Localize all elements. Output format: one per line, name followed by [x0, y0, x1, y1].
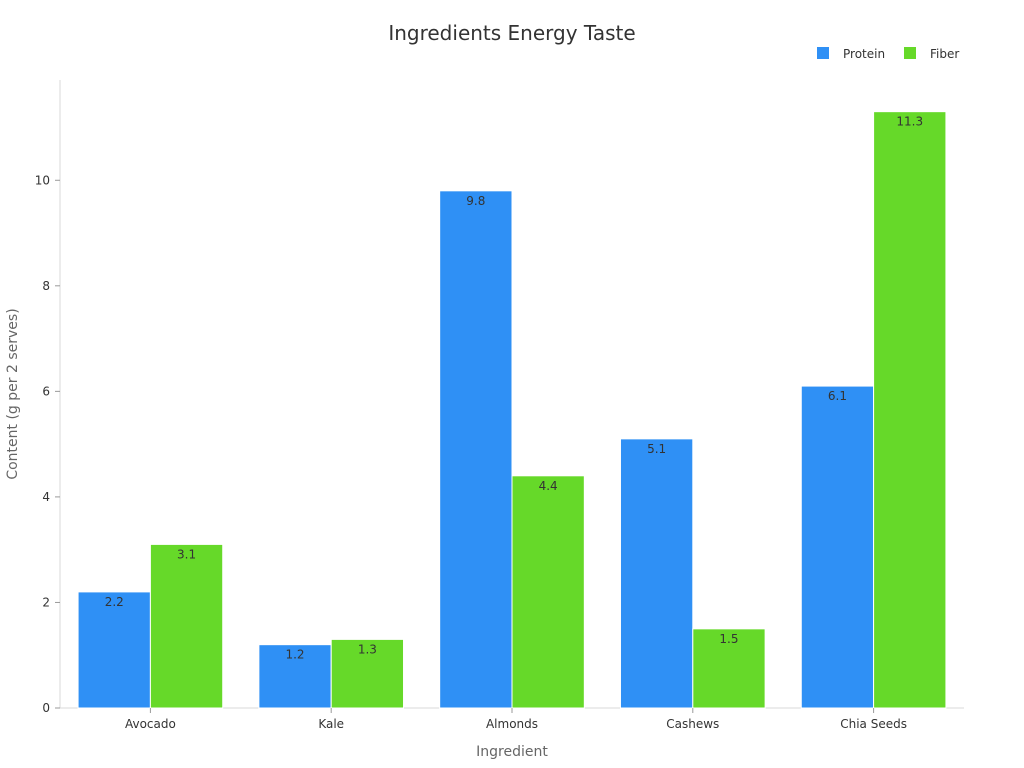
- x-tick-label: Almonds: [486, 717, 538, 731]
- bar-fiber: [149, 543, 224, 709]
- legend: Protein Fiber: [817, 47, 959, 61]
- legend-swatch-protein: [817, 47, 829, 59]
- data-label: 1.3: [358, 642, 377, 656]
- data-label: 6.1: [828, 389, 847, 403]
- data-label: 2.2: [105, 595, 124, 609]
- bar-fiber: [873, 111, 947, 709]
- y-tick-label: 6: [42, 384, 50, 398]
- x-tick-label: Chia Seeds: [840, 717, 907, 731]
- y-tick-label: 10: [35, 173, 50, 187]
- legend-swatch-fiber: [904, 47, 916, 59]
- bar-fiber: [330, 638, 405, 709]
- y-tick-label: 2: [42, 595, 50, 609]
- y-ticks: 0 2 4 6 8 10: [35, 173, 60, 715]
- bar-protein: [439, 190, 513, 709]
- data-label: 9.8: [466, 194, 485, 208]
- data-label: 1.2: [285, 648, 304, 662]
- bar-fiber: [511, 475, 585, 709]
- bar-protein: [619, 438, 694, 709]
- legend-label-protein: Protein: [843, 47, 885, 61]
- data-label: 5.1: [647, 442, 666, 456]
- data-label: 3.1: [177, 547, 196, 561]
- bar-fiber: [692, 628, 766, 709]
- bar-protein: [800, 385, 875, 709]
- x-tick-label: Cashews: [666, 717, 719, 731]
- data-label: 1.5: [719, 632, 738, 646]
- y-axis-label: Content (g per 2 serves): [5, 308, 21, 479]
- y-tick-label: 4: [42, 490, 50, 504]
- data-label: 4.4: [539, 479, 558, 493]
- bars: 2.2 3.1 1.2 1.3 9.8 4.4 5.1 1.5 6.1 11.3: [77, 111, 947, 709]
- x-ticks: Avocado Kale Almonds Cashews Chia Seeds: [125, 708, 907, 731]
- legend-label-fiber: Fiber: [930, 47, 959, 61]
- data-label: 11.3: [896, 115, 923, 129]
- bar-protein: [77, 591, 151, 709]
- bar-protein: [258, 644, 332, 709]
- x-tick-label: Kale: [318, 717, 344, 731]
- x-axis-label: Ingredient: [476, 744, 548, 760]
- y-tick-label: 0: [42, 701, 50, 715]
- x-tick-label: Avocado: [125, 717, 176, 731]
- chart-title: Ingredients Energy Taste: [388, 21, 635, 45]
- y-tick-label: 8: [42, 279, 50, 293]
